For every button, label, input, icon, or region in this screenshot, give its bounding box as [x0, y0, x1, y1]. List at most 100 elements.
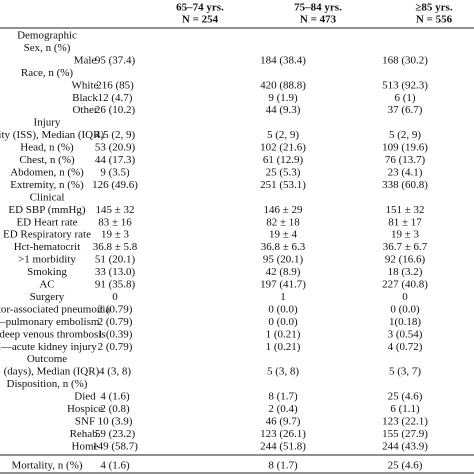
cell: 46 (9.7) [266, 415, 301, 427]
section-label: Sex, n (%) [24, 42, 71, 54]
row-label: Extremity, n (%) [10, 179, 84, 191]
row-label: Abdomen, n (%) [10, 166, 84, 178]
cell: 8 (1.7) [268, 391, 298, 403]
cell: 81 ± 17 [388, 216, 422, 228]
cell: 36.7 ± 6.7 [383, 241, 428, 253]
column-count: N = 473 [300, 14, 337, 26]
cell: 420 (88.8) [260, 79, 306, 91]
cell: 513 (92.3) [382, 79, 428, 91]
cell: 4 (0.72) [388, 341, 423, 353]
row-label: ED SBP (mmHg) [8, 204, 86, 216]
row-label: Hct-hematocrit [14, 241, 81, 253]
section-label: Demographic [17, 30, 77, 42]
cell: 91 (35.8) [95, 279, 136, 291]
cell: 5 (2, 9) [267, 129, 299, 141]
column-header: 75–84 yrs. [294, 2, 342, 14]
row-label: Home [72, 440, 99, 452]
cell: 82 ± 18 [266, 216, 300, 228]
cell: 4 (3, 8) [99, 366, 131, 378]
cell: 2 (0.79) [98, 303, 133, 315]
row-label: White [72, 79, 99, 91]
cell: 95 (37.4) [95, 54, 136, 66]
column-header: ≥85 yrs. [415, 2, 452, 14]
cell: 2 (0.4) [268, 403, 298, 415]
cell: 5 (3, 7) [389, 366, 421, 378]
cell: 19 ± 3 [391, 229, 420, 241]
cell: 227 (40.8) [382, 279, 428, 291]
cell: 83 ± 16 [98, 216, 132, 228]
cell: 5 (2, 9) [389, 129, 421, 141]
cell: 1(0.18) [389, 316, 421, 328]
cell: 25 (4.6) [388, 391, 423, 403]
cell: 36.8 ± 5.8 [93, 241, 138, 253]
row-label: Mortality, n (%) [11, 460, 82, 472]
cell: 216 (85) [96, 79, 134, 91]
cell: 1 (0.21) [266, 341, 301, 353]
cell: 149 (58.7) [92, 440, 138, 452]
cell: 2 (0.8) [100, 403, 130, 415]
cell: 338 (60.8) [382, 179, 428, 191]
cell: 4.5 (2, 9) [95, 129, 136, 141]
row-label: S (days), Median (IQR) [0, 366, 100, 378]
row-label: Surgery [30, 291, 65, 303]
cell: 33 (13.0) [95, 266, 136, 278]
cell: 8 (1.7) [268, 460, 298, 472]
row-label: —deep venous thrombosis [0, 328, 106, 340]
cell: 151 ± 32 [385, 204, 424, 216]
row-label: tilator-associated pneumonia [0, 303, 110, 315]
cell: 145 ± 32 [95, 204, 134, 216]
cell: 102 (21.6) [260, 142, 306, 154]
row-label: >1 morbidity [18, 254, 76, 266]
cell: 26 (10.2) [95, 104, 136, 116]
cell: 3 (0.54) [388, 328, 423, 340]
cell: 19 ± 3 [101, 229, 130, 241]
cell: 95 (20.1) [263, 254, 304, 266]
cell: 6 (1.1) [390, 403, 420, 415]
row-label: Head, n (%) [20, 142, 74, 154]
section-label: Outcome [27, 353, 67, 365]
cell: 0 (0.0) [268, 303, 298, 315]
row-label: SNF [75, 415, 95, 427]
cell: 9 (3.5) [100, 166, 130, 178]
cell: 18 (3.2) [388, 266, 423, 278]
cell: 42 (8.9) [266, 266, 301, 278]
cell: 146 ± 29 [263, 204, 303, 216]
row-label: AC [39, 279, 54, 291]
cell: 2 (0.79) [98, 316, 133, 328]
row-label: —pulmonary embolism [0, 316, 100, 328]
row-label: erity (ISS), Median (IQR) [0, 129, 104, 141]
cell: 53 (20.9) [95, 142, 136, 154]
column-header: 65–74 yrs. [176, 2, 224, 14]
cell: 109 (19.6) [382, 142, 428, 154]
cell: 25 (4.6) [388, 460, 423, 472]
cell: 6 (1) [394, 92, 415, 104]
cell: 184 (38.4) [260, 54, 306, 66]
row-label: Other [72, 104, 97, 116]
row-label: Male [74, 54, 97, 66]
section-label: Race, n (%) [21, 67, 74, 79]
cell: 9 (1.9) [268, 92, 298, 104]
cell: 1 (0.39) [98, 328, 133, 340]
cell: 0 [402, 291, 408, 303]
cell: 251 (53.1) [260, 179, 306, 191]
cell: 76 (13.7) [385, 154, 426, 166]
cell: 2 (0.79) [98, 341, 133, 353]
cell: 244 (43.9) [382, 440, 428, 452]
cell: 1 [280, 291, 286, 303]
cell: 5 (3, 8) [267, 366, 299, 378]
cell: 0 [112, 291, 118, 303]
row-label: Rehab. [70, 428, 101, 440]
cell: 12 (4.7) [98, 92, 133, 104]
cell: 37 (6.7) [388, 104, 423, 116]
cell: 44 (17.3) [95, 154, 136, 166]
row-label: ED Heart rate [16, 216, 77, 228]
column-count: N = 254 [182, 14, 219, 26]
cell: 4 (1.6) [100, 460, 130, 472]
row-label: Hospice [67, 403, 103, 415]
cell: 61 (12.9) [263, 154, 304, 166]
cell: 36.8 ± 6.3 [261, 241, 306, 253]
cell: 168 (30.2) [382, 54, 428, 66]
cell: 25 (5.3) [266, 166, 301, 178]
section-label: Disposition, n (%) [7, 378, 88, 390]
